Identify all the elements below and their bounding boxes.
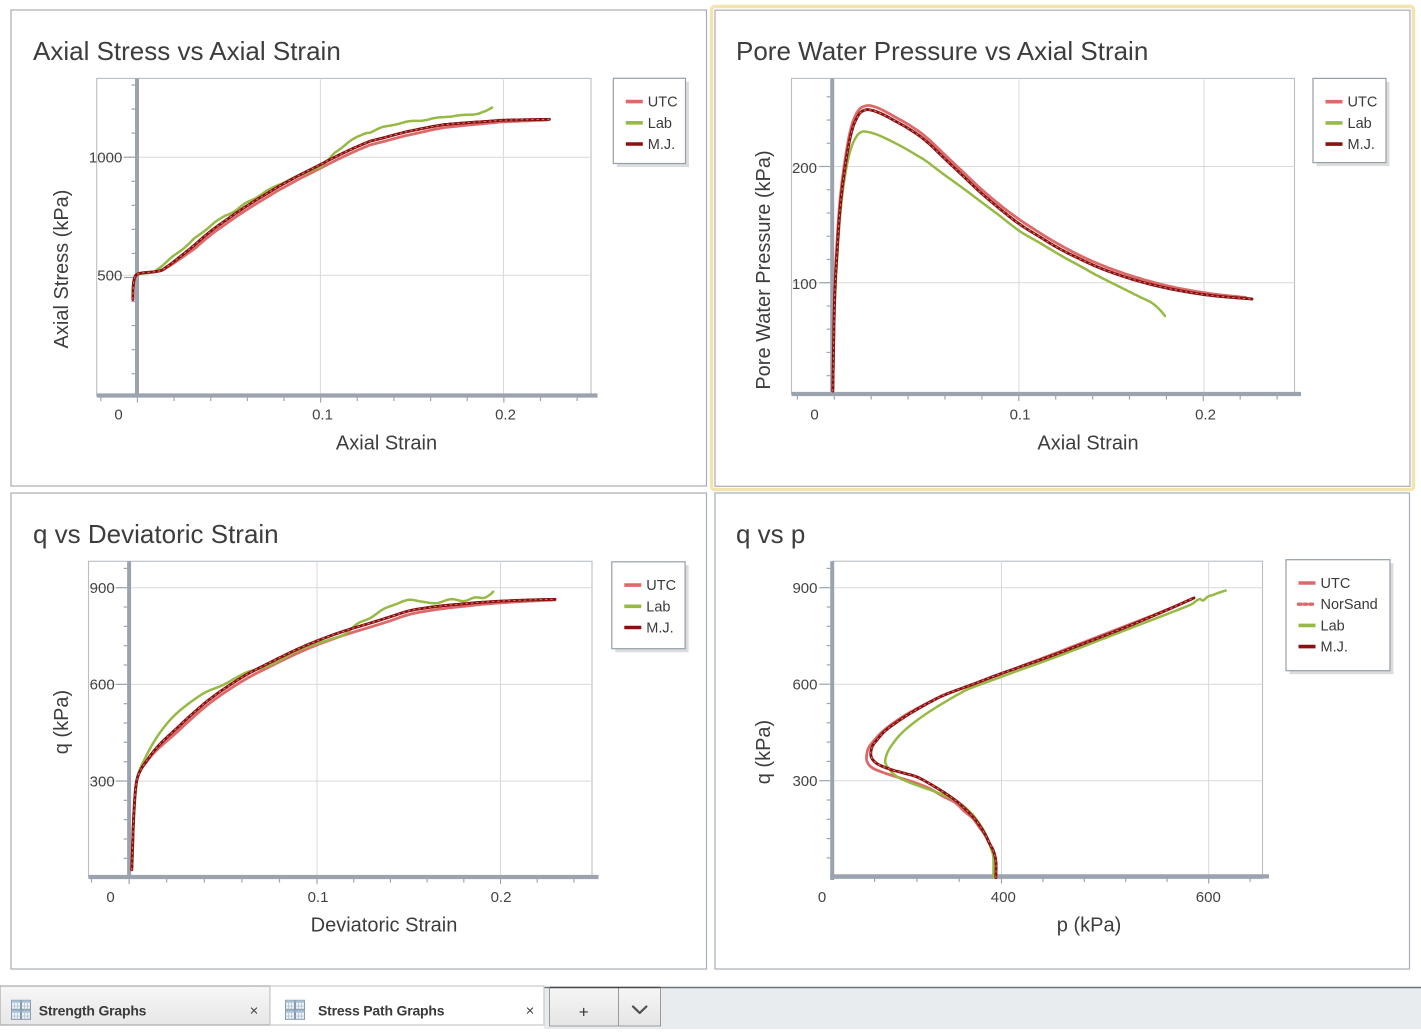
svg-text:0.1: 0.1 bbox=[312, 407, 333, 424]
svg-text:0: 0 bbox=[114, 407, 122, 424]
svg-text:Axial Strain: Axial Strain bbox=[1037, 433, 1138, 455]
svg-text:100: 100 bbox=[792, 276, 817, 293]
svg-text:300: 300 bbox=[90, 773, 115, 790]
svg-text:Deviatoric Strain: Deviatoric Strain bbox=[311, 915, 458, 937]
svg-text:q (kPa): q (kPa) bbox=[51, 690, 73, 754]
svg-text:M.J.: M.J. bbox=[1321, 640, 1348, 656]
svg-text:0.1: 0.1 bbox=[1010, 407, 1031, 424]
svg-text:Axial Strain: Axial Strain bbox=[336, 433, 437, 455]
svg-text:0.2: 0.2 bbox=[491, 889, 512, 906]
svg-text:600: 600 bbox=[1196, 889, 1221, 906]
svg-text:UTC: UTC bbox=[1348, 95, 1378, 111]
svg-text:Lab: Lab bbox=[648, 116, 672, 132]
svg-text:0: 0 bbox=[106, 889, 114, 906]
svg-text:q vs p: q vs p bbox=[736, 519, 805, 549]
svg-text:UTC: UTC bbox=[1321, 576, 1351, 592]
svg-text:Strength Graphs: Strength Graphs bbox=[39, 1003, 147, 1019]
svg-text:0: 0 bbox=[818, 889, 826, 906]
svg-text:×: × bbox=[250, 1003, 259, 1020]
svg-text:Pore Water Pressure (kPa): Pore Water Pressure (kPa) bbox=[753, 150, 775, 389]
svg-text:+: + bbox=[579, 1003, 589, 1022]
svg-text:1000: 1000 bbox=[89, 149, 122, 166]
svg-text:Axial Stress vs Axial Strain: Axial Stress vs Axial Strain bbox=[33, 36, 341, 66]
svg-text:UTC: UTC bbox=[648, 95, 678, 111]
svg-text:0.2: 0.2 bbox=[495, 407, 516, 424]
svg-text:Pore Water Pressure vs Axial S: Pore Water Pressure vs Axial Strain bbox=[736, 36, 1148, 66]
svg-text:Stress Path Graphs: Stress Path Graphs bbox=[318, 1003, 445, 1019]
svg-text:600: 600 bbox=[90, 677, 115, 694]
svg-text:M.J.: M.J. bbox=[646, 621, 673, 637]
svg-text:Lab: Lab bbox=[646, 599, 670, 615]
svg-text:0.2: 0.2 bbox=[1195, 407, 1216, 424]
svg-text:400: 400 bbox=[991, 889, 1016, 906]
svg-text:0.1: 0.1 bbox=[308, 889, 329, 906]
svg-text:200: 200 bbox=[792, 160, 817, 177]
svg-text:NorSand: NorSand bbox=[1321, 597, 1378, 613]
svg-text:300: 300 bbox=[792, 773, 817, 790]
svg-text:×: × bbox=[526, 1003, 535, 1020]
svg-text:M.J.: M.J. bbox=[648, 137, 675, 153]
svg-text:q (kPa): q (kPa) bbox=[753, 720, 775, 784]
svg-text:q vs Deviatoric Strain: q vs Deviatoric Strain bbox=[33, 519, 279, 549]
svg-text:900: 900 bbox=[90, 580, 115, 597]
svg-text:600: 600 bbox=[792, 676, 817, 693]
svg-text:Lab: Lab bbox=[1348, 116, 1372, 132]
svg-text:M.J.: M.J. bbox=[1348, 137, 1375, 153]
svg-text:900: 900 bbox=[792, 580, 817, 597]
svg-text:UTC: UTC bbox=[646, 578, 676, 594]
svg-text:Lab: Lab bbox=[1321, 618, 1345, 634]
svg-text:500: 500 bbox=[97, 267, 122, 284]
svg-text:0: 0 bbox=[810, 407, 818, 424]
svg-text:Axial Stress (kPa): Axial Stress (kPa) bbox=[51, 190, 73, 349]
svg-text:p (kPa): p (kPa) bbox=[1057, 915, 1121, 937]
